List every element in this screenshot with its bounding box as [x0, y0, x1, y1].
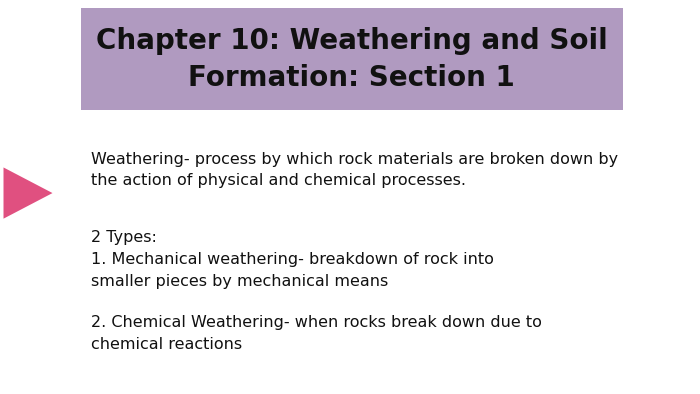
Text: Weathering- process by which rock materials are broken down by
the action of phy: Weathering- process by which rock materi…	[91, 152, 618, 188]
Text: Chapter 10: Weathering and Soil
Formation: Section 1: Chapter 10: Weathering and Soil Formatio…	[96, 27, 608, 91]
Text: 2 Types:
1. Mechanical weathering- breakdown of rock into
smaller pieces by mech: 2 Types: 1. Mechanical weathering- break…	[91, 230, 494, 289]
Text: 2. Chemical Weathering- when rocks break down due to
chemical reactions: 2. Chemical Weathering- when rocks break…	[91, 315, 542, 352]
Polygon shape	[4, 167, 52, 219]
Bar	[80, 8, 623, 110]
